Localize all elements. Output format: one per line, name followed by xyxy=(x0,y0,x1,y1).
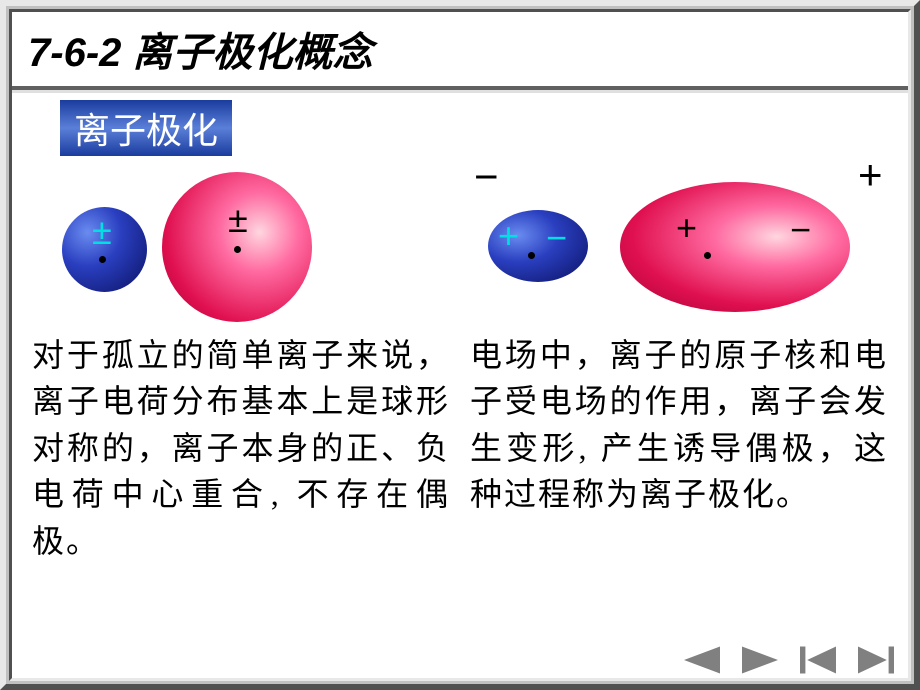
center-dot-icon xyxy=(99,256,106,263)
prev-slide-icon[interactable] xyxy=(684,646,720,674)
left-column: ± ± 对于孤立的简单离子来说，离子电荷分布基本上是球形对称的，离子本身的正、负… xyxy=(32,162,450,564)
plus-symbol-icon: + xyxy=(676,210,697,246)
right-paragraph: 电场中，离子的原子核和电子受电场的作用，离子会发生变形, 产生诱导偶极，这种过程… xyxy=(470,332,888,518)
plus-minus-symbol-icon: ± xyxy=(228,202,248,238)
left-paragraph: 对于孤立的简单离子来说，离子电荷分布基本上是球形对称的，离子本身的正、负电荷中心… xyxy=(32,332,450,564)
two-column-layout: ± ± 对于孤立的简单离子来说，离子电荷分布基本上是球形对称的，离子本身的正、负… xyxy=(32,162,888,564)
content-area: 离子极化 ± ± 对于孤立的简单离子来说，离子电荷分布基本上是球形对称的，离子本… xyxy=(12,90,908,678)
center-dot-icon xyxy=(528,252,535,259)
center-dot-icon xyxy=(234,246,241,253)
next-slide-icon[interactable] xyxy=(742,646,778,674)
last-slide-icon[interactable] xyxy=(858,646,894,674)
slide-title: 7-6-2 离子极化概念 xyxy=(28,20,892,78)
field-positive-icon: + xyxy=(858,154,883,196)
isolated-ions-diagram: ± ± xyxy=(32,162,450,322)
center-dot-icon xyxy=(704,252,711,259)
plus-symbol-icon: + xyxy=(498,218,519,254)
field-negative-icon: − xyxy=(474,156,499,198)
title-bar: 7-6-2 离子极化概念 xyxy=(12,12,908,90)
right-column: − + + − + − 电场中，离子的原子核和电子受电场的作用，离子会发生变形,… xyxy=(470,162,888,564)
subtitle-box: 离子极化 xyxy=(60,100,232,156)
first-slide-icon[interactable] xyxy=(800,646,836,674)
anion-ellipse-icon xyxy=(620,182,850,312)
polarized-ions-diagram: − + + − + − xyxy=(470,162,888,322)
slide-outer-frame: 7-6-2 离子极化概念 离子极化 ± ± 对于孤立的简单离子来说，离子电荷分布… xyxy=(0,0,920,690)
plus-minus-symbol-icon: ± xyxy=(92,214,112,250)
nav-bar xyxy=(684,646,894,674)
minus-symbol-icon: − xyxy=(546,220,567,256)
slide-inner-frame: 7-6-2 离子极化概念 离子极化 ± ± 对于孤立的简单离子来说，离子电荷分布… xyxy=(9,9,911,681)
minus-symbol-icon: − xyxy=(790,212,811,248)
